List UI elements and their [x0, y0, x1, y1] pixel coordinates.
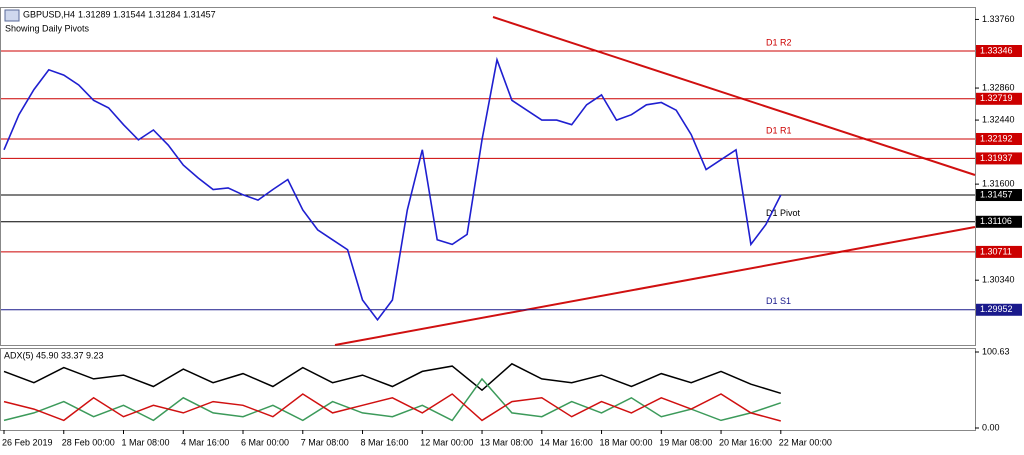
adx-title: ADX(5) 45.90 33.37 9.23	[4, 350, 104, 360]
y-tick-label: 1.32860	[982, 82, 1015, 92]
level-label: 1.33346	[980, 45, 1013, 55]
y-tick-label: 1.31600	[982, 178, 1015, 188]
level-name: D1 S1	[766, 296, 791, 306]
level-name: D1 R1	[766, 125, 792, 135]
x-tick-label: 26 Feb 2019	[2, 437, 53, 447]
level-name: D1 Pivot	[766, 208, 801, 218]
ohlc: 1.31289 1.31544 1.31284 1.31457	[78, 9, 216, 19]
level-name: D1 R2	[766, 37, 792, 47]
y-tick-label: 1.32440	[982, 114, 1015, 124]
level-box	[976, 189, 1022, 202]
level-label: 1.30711	[980, 246, 1012, 256]
level-label: 1.31937	[980, 153, 1013, 163]
data-line	[3, 362, 782, 395]
symbol-icon	[4, 9, 20, 22]
x-tick-label: 7 Mar 08:00	[301, 437, 349, 447]
y-tick-label: 1.33760	[982, 14, 1015, 24]
adx-panel	[0, 348, 976, 431]
level-box	[976, 132, 1022, 145]
price-panel	[0, 7, 976, 346]
x-tick-label: 22 Mar 00:00	[779, 437, 832, 447]
level-label: 1.32192	[980, 133, 1013, 143]
x-tick-label: 13 Mar 08:00	[480, 437, 533, 447]
plot-layer: 1.33760 1.32860 1.32440 1.31600 1.30340 1.333…	[1, 14, 1022, 447]
x-tick-label: 28 Feb 00:00	[62, 437, 115, 447]
level-label: 1.31457	[980, 189, 1013, 199]
level-box	[976, 45, 1022, 58]
level-box	[976, 215, 1022, 228]
x-tick-label: 12 Mar 00:00	[420, 437, 473, 447]
y-tick-label: 100.63	[982, 346, 1010, 356]
symbol: GBPUSD,H4	[23, 9, 75, 19]
trendline	[334, 226, 976, 346]
data-line	[3, 393, 781, 422]
level-box	[976, 152, 1022, 165]
x-tick-label: 20 Mar 16:00	[719, 437, 772, 447]
y-tick-label: 1.30340	[982, 275, 1015, 285]
level-box	[976, 92, 1022, 105]
x-tick-label: 19 Mar 08:00	[659, 437, 712, 447]
level-box	[976, 245, 1022, 258]
data-line	[3, 56, 782, 322]
level-label: 1.29952	[980, 304, 1013, 314]
x-tick-label: 8 Mar 16:00	[361, 437, 409, 447]
x-tick-label: 6 Mar 00:00	[241, 437, 289, 447]
trendline	[492, 16, 976, 176]
x-tick-label: 14 Mar 16:00	[540, 437, 593, 447]
x-tick-label: 18 Mar 00:00	[600, 437, 653, 447]
x-tick-label: 1 Mar 08:00	[122, 437, 170, 447]
level-label: 1.31106	[980, 216, 1012, 226]
data-line	[3, 377, 782, 422]
y-tick-label: 0.00	[982, 422, 1000, 432]
level-box	[976, 303, 1022, 316]
annotation: Showing Daily Pivots	[5, 23, 90, 33]
level-label: 1.32719	[980, 93, 1013, 103]
x-tick-label: 4 Mar 16:00	[181, 437, 229, 447]
